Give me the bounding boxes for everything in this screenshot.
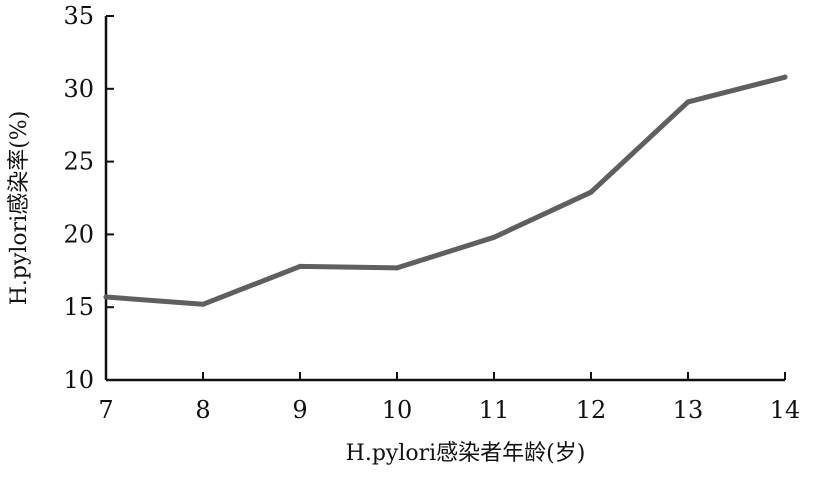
data-point xyxy=(297,263,303,269)
x-tick-label: 11 xyxy=(479,396,510,424)
y-tick-label: 35 xyxy=(63,2,94,30)
data-point xyxy=(200,301,206,307)
x-tick-label: 7 xyxy=(98,396,113,424)
series-line xyxy=(103,74,788,307)
axes xyxy=(104,16,785,382)
data-point xyxy=(394,265,400,271)
data-point xyxy=(491,234,497,240)
y-tick-label: 10 xyxy=(63,366,94,394)
x-tick-label: 9 xyxy=(292,396,307,424)
x-tick-label: 10 xyxy=(382,396,413,424)
x-tick-label: 8 xyxy=(195,396,210,424)
x-ticks: 7 8 9 10 11 12 13 14 xyxy=(98,372,800,424)
x-tick-label: 14 xyxy=(770,396,801,424)
y-tick-label: 30 xyxy=(63,75,94,103)
data-point xyxy=(103,294,109,300)
x-tick-label: 13 xyxy=(673,396,704,424)
y-axis-title: H.pylori感染率(%) xyxy=(7,111,32,306)
y-tick-label: 20 xyxy=(63,220,94,248)
x-axis-title: H.pylori感染者年龄(岁) xyxy=(346,441,586,466)
data-point xyxy=(685,99,691,105)
series-group xyxy=(103,74,788,307)
data-point xyxy=(782,74,788,80)
y-tick-label: 25 xyxy=(63,148,94,176)
data-point xyxy=(588,189,594,195)
y-tick-label: 15 xyxy=(63,293,94,321)
y-ticks: 10 15 20 25 30 35 xyxy=(63,2,114,394)
x-tick-label: 12 xyxy=(576,396,607,424)
